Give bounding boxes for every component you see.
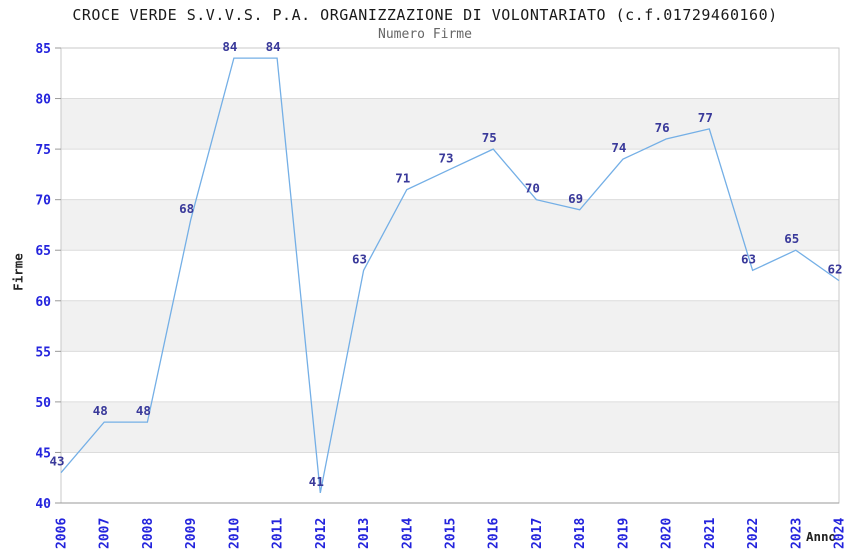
data-point-label: 75 bbox=[482, 130, 497, 145]
y-tick-label: 60 bbox=[35, 295, 51, 310]
plot-band bbox=[61, 98, 839, 150]
data-series-line bbox=[60, 57, 840, 494]
data-point-label: 62 bbox=[827, 262, 842, 277]
y-tick-label: 55 bbox=[35, 345, 51, 360]
y-tick-label: 40 bbox=[35, 497, 51, 512]
x-axis-label: Anno bbox=[806, 529, 837, 544]
plot-band bbox=[61, 199, 839, 251]
data-point-label: 63 bbox=[741, 251, 756, 266]
data-point-label: 65 bbox=[784, 231, 799, 246]
x-tick-label: 2016 bbox=[487, 518, 502, 549]
y-tick-label: 65 bbox=[35, 244, 51, 259]
data-point-label: 76 bbox=[655, 120, 670, 135]
data-point-label: 71 bbox=[395, 171, 410, 186]
x-tick-label: 2015 bbox=[444, 518, 459, 549]
x-tick-label: 2020 bbox=[660, 518, 675, 549]
plot-band bbox=[61, 300, 839, 352]
y-tick-label: 50 bbox=[35, 396, 51, 411]
x-tick-label: 2008 bbox=[141, 518, 156, 549]
x-tick-label: 2013 bbox=[357, 518, 372, 549]
data-point-label: 41 bbox=[309, 474, 324, 489]
x-tick-label: 2021 bbox=[703, 518, 718, 549]
y-tick-label: 70 bbox=[35, 194, 51, 209]
x-tick-label: 2006 bbox=[55, 518, 70, 549]
y-tick-label: 75 bbox=[35, 143, 51, 158]
data-point-label: 48 bbox=[136, 403, 151, 418]
x-tick-label: 2012 bbox=[314, 518, 329, 549]
x-tick-label: 2024 bbox=[833, 518, 848, 549]
plot-band bbox=[61, 401, 839, 453]
data-point-label: 84 bbox=[266, 39, 281, 54]
x-tick-label: 2018 bbox=[573, 518, 588, 549]
data-point-label: 68 bbox=[179, 201, 194, 216]
x-tick-label: 2009 bbox=[184, 518, 199, 549]
x-tick-label: 2014 bbox=[400, 518, 415, 549]
data-point-label: 84 bbox=[222, 39, 237, 54]
data-point-label: 70 bbox=[525, 181, 540, 196]
x-tick-label: 2019 bbox=[616, 518, 631, 549]
data-point-label: 77 bbox=[698, 110, 713, 125]
x-tick-label: 2022 bbox=[746, 518, 761, 549]
x-tick-label: 2007 bbox=[98, 518, 113, 549]
data-point-label: 69 bbox=[568, 191, 583, 206]
y-tick-label: 45 bbox=[35, 446, 51, 461]
data-point-label: 48 bbox=[93, 403, 108, 418]
data-point-label: 43 bbox=[49, 454, 64, 469]
x-tick-label: 2023 bbox=[789, 518, 804, 549]
chart-subtitle: Numero Firme bbox=[378, 27, 472, 42]
data-point-label: 74 bbox=[611, 140, 626, 155]
y-tick-label: 85 bbox=[35, 42, 51, 57]
y-tick-label: 80 bbox=[35, 93, 51, 108]
x-tick-label: 2011 bbox=[271, 518, 286, 549]
data-point-label: 63 bbox=[352, 251, 367, 266]
x-tick-label: 2010 bbox=[227, 518, 242, 549]
chart-title: CROCE VERDE S.V.V.S. P.A. ORGANIZZAZIONE… bbox=[72, 6, 778, 24]
data-point-label: 73 bbox=[438, 150, 453, 165]
x-tick-label: 2017 bbox=[530, 518, 545, 549]
